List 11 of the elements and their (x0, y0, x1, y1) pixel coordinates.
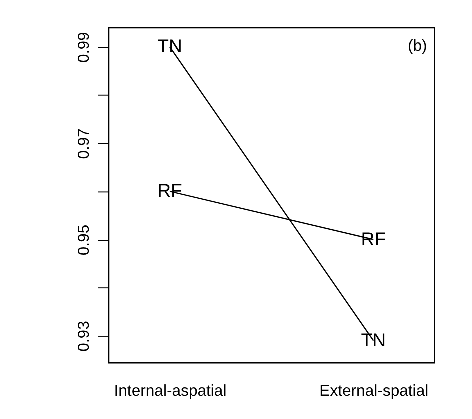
series-label: RF (361, 228, 386, 250)
y-tick-label: 0.93 (76, 320, 93, 352)
y-tick-label: 0.95 (76, 224, 93, 256)
y-tick-label: 0.97 (76, 128, 93, 160)
y-tick-label: 0.99 (76, 32, 93, 63)
series-label: TN (361, 329, 386, 350)
text: RF (158, 180, 182, 202)
x-tick-label: External-spatial (320, 383, 429, 400)
x-tick-label: Internal-aspatial (114, 383, 227, 400)
text: TN (158, 36, 182, 57)
annotation: (b) (408, 38, 428, 56)
